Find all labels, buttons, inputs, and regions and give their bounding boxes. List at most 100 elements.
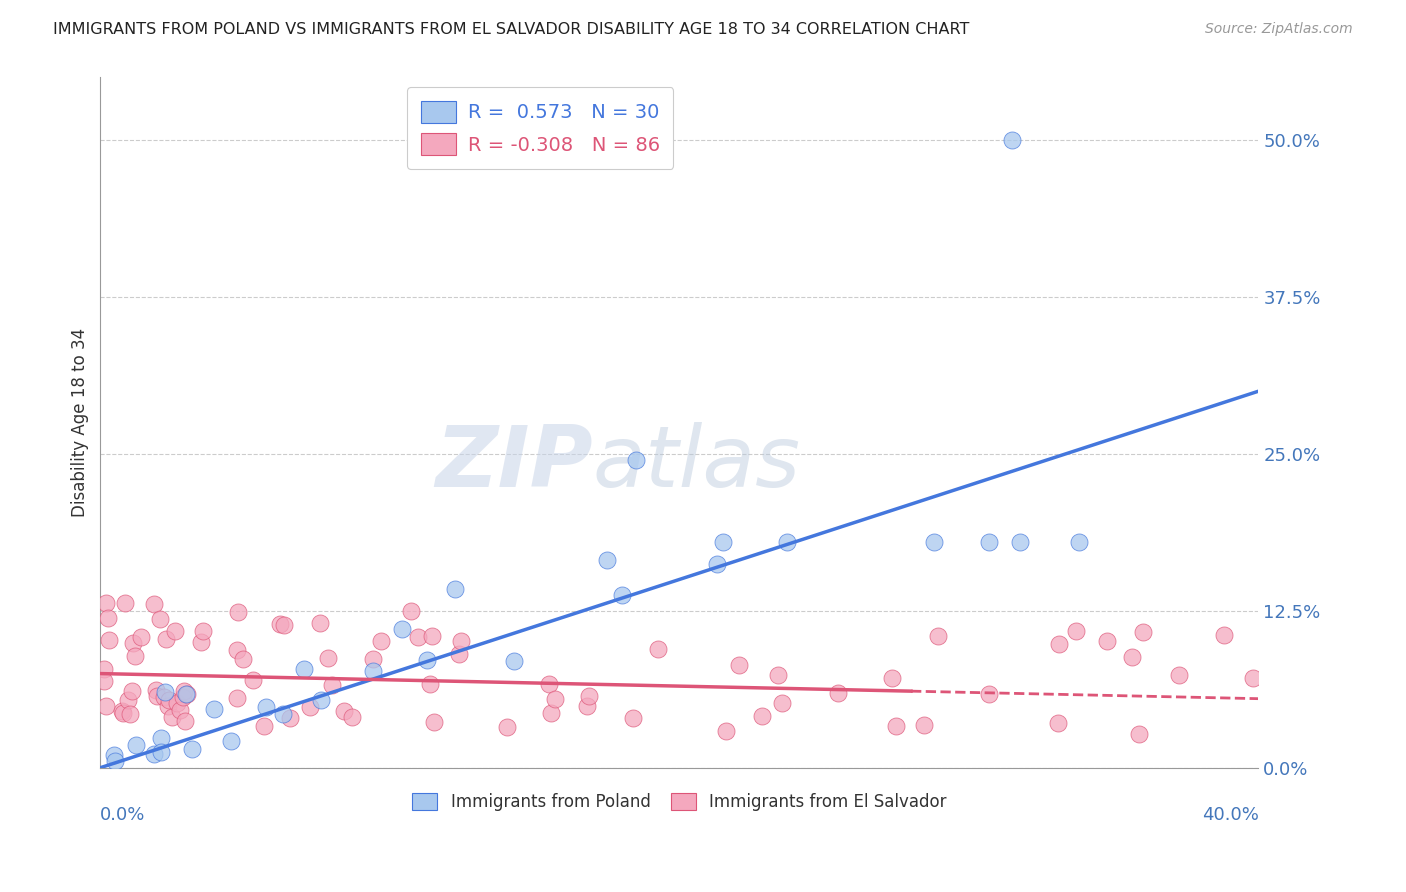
Point (1121, 649, 1143, 664)
Point (157, 698, 180, 713)
Point (827, 686, 849, 700)
Point (321, 678, 343, 692)
Point (120, 707, 142, 722)
Point (416, 653, 439, 667)
Point (93, 662, 115, 676)
Legend: Immigrants from Poland, Immigrants from El Salvador: Immigrants from Poland, Immigrants from … (406, 787, 953, 818)
Point (176, 687, 198, 701)
Point (621, 711, 644, 725)
Point (751, 708, 773, 723)
Point (647, 641, 669, 656)
Point (174, 687, 197, 701)
Point (1001, 133, 1024, 147)
Point (221, 733, 243, 747)
Point (444, 582, 467, 596)
Point (537, 677, 560, 691)
Point (232, 652, 254, 666)
Point (309, 616, 332, 631)
Point (253, 719, 276, 733)
Point (155, 632, 177, 646)
Point (770, 696, 793, 710)
Point (540, 706, 562, 721)
Point (173, 683, 195, 698)
Point (121, 683, 143, 698)
Point (363, 652, 385, 666)
Point (1047, 637, 1070, 651)
Point (93, 674, 115, 689)
Point (1069, 534, 1091, 549)
Point (273, 618, 295, 632)
Point (150, 745, 173, 759)
Point (103, 747, 125, 762)
Point (271, 707, 294, 722)
Point (399, 604, 422, 618)
Point (727, 657, 749, 672)
Point (97, 632, 120, 647)
Point (776, 534, 799, 549)
Point (1064, 624, 1087, 638)
Point (150, 731, 173, 746)
Point (114, 596, 136, 610)
Point (97, 611, 120, 625)
Point (166, 696, 188, 710)
Point (624, 453, 647, 467)
Point (977, 534, 1000, 549)
Point (332, 704, 354, 718)
Text: 0.0%: 0.0% (100, 805, 146, 823)
Point (228, 605, 250, 619)
Point (578, 689, 600, 703)
Point (1132, 624, 1154, 639)
Point (884, 719, 907, 733)
Point (309, 692, 332, 706)
Point (157, 692, 180, 706)
Point (363, 665, 385, 679)
Point (419, 677, 441, 691)
Point (316, 651, 339, 665)
Point (912, 718, 935, 732)
Point (1212, 628, 1234, 642)
Text: Source: ZipAtlas.com: Source: ZipAtlas.com (1205, 22, 1353, 37)
Point (340, 710, 363, 724)
Point (162, 710, 184, 724)
Point (181, 741, 204, 756)
Text: IMMIGRANTS FROM POLAND VS IMMIGRANTS FROM EL SALVADOR DISABILITY AGE 18 TO 34 CO: IMMIGRANTS FROM POLAND VS IMMIGRANTS FRO… (53, 22, 970, 37)
Point (420, 629, 443, 643)
Point (711, 534, 734, 549)
Point (496, 720, 519, 734)
Point (450, 634, 472, 648)
Point (94, 595, 117, 609)
Text: ZIP: ZIP (434, 423, 592, 506)
Point (202, 702, 225, 716)
Point (112, 706, 135, 721)
Point (226, 643, 249, 657)
Point (1008, 534, 1031, 549)
Point (124, 738, 146, 752)
Point (191, 624, 214, 638)
Point (280, 711, 302, 725)
Point (714, 723, 737, 738)
Text: atlas: atlas (592, 423, 800, 506)
Y-axis label: Disability Age 18 to 34: Disability Age 18 to 34 (72, 328, 89, 517)
Text: 40.0%: 40.0% (1202, 805, 1258, 823)
Point (927, 629, 949, 643)
Point (155, 684, 177, 698)
Point (1047, 716, 1070, 731)
Point (242, 673, 264, 688)
Point (169, 703, 191, 717)
Point (575, 698, 598, 713)
Point (165, 624, 187, 639)
Point (1128, 727, 1150, 741)
Point (423, 715, 446, 730)
Point (706, 557, 728, 571)
Point (110, 704, 132, 718)
Point (503, 654, 526, 668)
Point (292, 662, 315, 676)
Point (103, 755, 125, 769)
Point (143, 597, 166, 611)
Point (595, 553, 617, 567)
Point (254, 700, 277, 714)
Point (610, 589, 633, 603)
Point (225, 691, 247, 706)
Point (543, 692, 565, 706)
Point (174, 714, 197, 729)
